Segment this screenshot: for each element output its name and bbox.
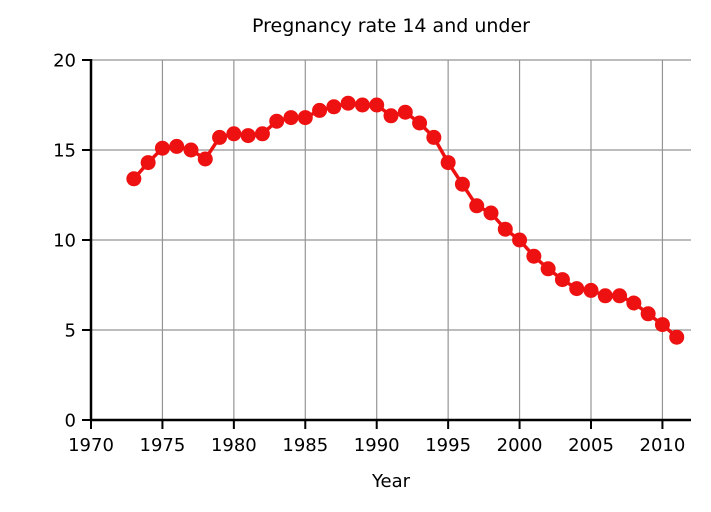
x-tick-labels: 1970 1975 1980 1985 1990 1995 2000 2005 2010	[68, 435, 685, 456]
x-tick-label: 1990	[354, 435, 400, 456]
x-tick-label: 2005	[568, 435, 614, 456]
data-point-1983	[269, 113, 285, 129]
data-point-1992	[397, 104, 413, 120]
data-point-2003	[554, 272, 570, 288]
data-point-1982	[254, 126, 270, 142]
data-point-1999	[497, 221, 513, 237]
data-point-1979	[212, 129, 228, 145]
data-point-1986	[312, 102, 328, 118]
x-axis-label: Year	[371, 471, 411, 492]
x-tick-label: 2000	[497, 435, 543, 456]
data-point-1987	[326, 99, 342, 115]
data-point-1973	[126, 171, 142, 187]
x-tick-label: 1970	[68, 435, 114, 456]
data-point-1984	[283, 110, 299, 126]
data-series	[126, 95, 685, 345]
y-tick-labels: 0 5 10 15 20	[53, 51, 76, 432]
data-point-2009	[640, 306, 656, 322]
data-point-1989	[354, 97, 370, 113]
data-point-2001	[526, 248, 542, 264]
data-point-1995	[440, 155, 456, 171]
x-tick-label: 2010	[640, 435, 686, 456]
data-point-2006	[597, 288, 613, 304]
data-point-2002	[540, 261, 556, 277]
data-point-2007	[612, 288, 628, 304]
x-tick-label: 1985	[282, 435, 328, 456]
data-point-2005	[583, 282, 599, 298]
x-tick-label: 1980	[211, 435, 257, 456]
data-point-1997	[469, 198, 485, 214]
y-tick-label: 15	[53, 141, 76, 162]
data-point-2010	[654, 317, 670, 333]
y-tick-label: 5	[65, 321, 76, 342]
data-point-1981	[240, 128, 256, 144]
data-point-1990	[369, 97, 385, 113]
data-point-1988	[340, 95, 356, 111]
data-point-1978	[197, 151, 213, 167]
data-point-1996	[454, 176, 470, 192]
y-tick-label: 10	[53, 231, 76, 252]
data-point-2000	[512, 232, 528, 248]
x-tick-label: 1995	[425, 435, 471, 456]
data-point-1985	[297, 110, 313, 126]
data-point-1994	[426, 129, 442, 145]
data-point-1991	[383, 108, 399, 124]
chart-title: Pregnancy rate 14 and under	[252, 15, 530, 37]
data-point-1998	[483, 205, 499, 221]
axis-ticks	[82, 59, 664, 429]
data-point-1977	[183, 142, 199, 158]
data-point-2011	[669, 329, 685, 345]
data-point-1976	[169, 138, 185, 154]
data-point-1974	[140, 155, 156, 171]
data-point-1975	[154, 140, 170, 156]
y-tick-label: 0	[65, 411, 76, 432]
x-tick-label: 1975	[140, 435, 186, 456]
y-tick-label: 20	[53, 51, 76, 72]
data-point-2008	[626, 295, 642, 311]
data-point-2004	[569, 281, 585, 297]
data-point-1993	[412, 115, 428, 131]
data-point-1980	[226, 126, 242, 142]
